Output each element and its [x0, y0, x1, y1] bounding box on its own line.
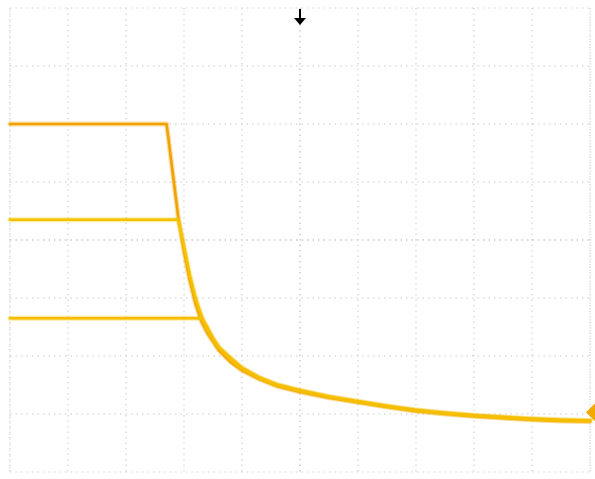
ground-right-triangle-icon — [586, 403, 595, 422]
markers-layer — [294, 9, 595, 422]
grid — [9, 7, 591, 473]
trigger-down-arrow-icon — [294, 18, 306, 25]
series-3-line — [8, 317, 592, 422]
series-layer — [7, 121, 593, 424]
